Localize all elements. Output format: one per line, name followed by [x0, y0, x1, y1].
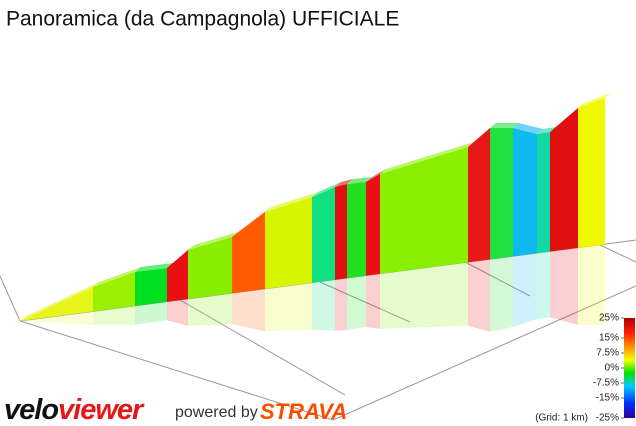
reflection [188, 293, 232, 326]
segment [188, 237, 232, 299]
reflection [513, 253, 537, 328]
logo: veloviewer [4, 394, 145, 426]
segment [167, 250, 188, 302]
reflection [380, 262, 468, 329]
reflection [20, 311, 93, 325]
title: Panoramica (da Campagnola) UFFICIALE [6, 8, 399, 31]
segment [335, 184, 347, 280]
segment-top [380, 142, 474, 174]
segment-top [188, 232, 238, 250]
segment-top [578, 93, 611, 108]
segment-top [167, 245, 194, 268]
legend-tick-label: -15% [596, 393, 619, 404]
segment-top [335, 179, 353, 187]
legend-tick-label: 0% [605, 363, 620, 374]
powered-by: powered by [175, 404, 258, 421]
reflection [335, 278, 347, 331]
legend-tick-label: 7.5% [596, 348, 619, 359]
grid-note: (Grid: 1 km) [535, 413, 588, 424]
segment [366, 174, 380, 276]
reflection [135, 301, 167, 325]
segment [550, 108, 578, 252]
segment [93, 272, 135, 312]
segment [578, 98, 605, 248]
segment [312, 187, 335, 283]
segment-top [20, 282, 99, 321]
reflection [537, 251, 550, 319]
reflection [468, 259, 490, 332]
segment-top [366, 169, 386, 182]
reflection [167, 298, 188, 326]
colorbar [624, 318, 635, 418]
reflection [366, 273, 380, 329]
segment [135, 268, 167, 306]
segment [265, 197, 312, 289]
legend-tick-label: -7.5% [593, 378, 619, 389]
segment-top [347, 177, 372, 184]
reflection [347, 275, 366, 330]
segment-top [312, 182, 341, 197]
segment-top [537, 127, 556, 134]
segment-top [93, 267, 141, 287]
reflection [550, 247, 578, 325]
segment-top [468, 123, 496, 147]
reflection [93, 305, 135, 325]
segment-top [232, 207, 271, 237]
segment [490, 128, 513, 260]
reflection [578, 244, 605, 325]
strava-logo: STRAVA [260, 399, 347, 424]
segment-top [135, 263, 173, 272]
segment [468, 128, 490, 263]
segment-top [550, 103, 584, 132]
segment-top [490, 123, 519, 128]
legend-tick-label: -25% [596, 413, 619, 424]
legend-tick-label: 25% [599, 313, 619, 324]
segment [347, 182, 366, 279]
segment [537, 132, 550, 254]
reflection [232, 288, 265, 332]
reflection [265, 282, 312, 332]
reflection [312, 279, 335, 331]
reflection [490, 256, 513, 332]
segment [232, 212, 265, 294]
legend-tick-label: 15% [599, 333, 619, 344]
segment-top [265, 192, 318, 212]
logo-part: velo [4, 394, 58, 426]
logo-part: viewer [58, 394, 145, 426]
profile [20, 93, 611, 332]
segment [513, 128, 537, 257]
segment-top [513, 123, 543, 134]
segment [380, 147, 468, 274]
